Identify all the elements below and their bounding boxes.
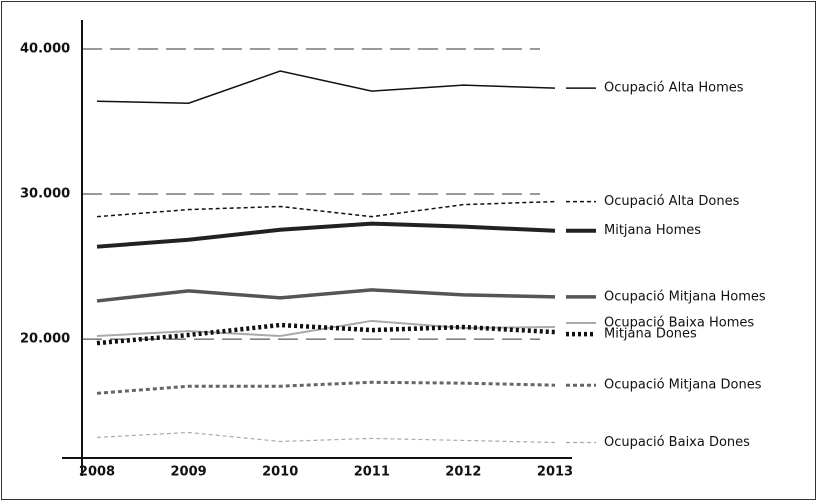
series-line bbox=[96, 380, 556, 395]
x-tick-label: 2008 bbox=[79, 465, 115, 480]
x-tick-label: 2012 bbox=[445, 465, 481, 480]
legend-label: Mitjana Homes bbox=[604, 223, 701, 238]
x-tick-label: 2011 bbox=[354, 465, 390, 480]
legend-label: Ocupació Baixa Dones bbox=[604, 435, 750, 450]
legend-label: Ocupació Alta Homes bbox=[604, 81, 744, 96]
legend-label: Ocupació Baixa Homes bbox=[604, 316, 754, 331]
series-line bbox=[96, 288, 556, 303]
x-tick-label: 2013 bbox=[537, 465, 573, 480]
series-line bbox=[96, 221, 556, 249]
y-tick-label: 20.000 bbox=[20, 332, 70, 347]
legend-label: Ocupació Mitjana Homes bbox=[604, 289, 766, 304]
series-line bbox=[96, 322, 556, 346]
legend-label: Ocupació Alta Dones bbox=[604, 194, 740, 209]
series-line bbox=[96, 431, 556, 444]
legend-label: Ocupació Mitjana Dones bbox=[604, 378, 762, 393]
x-tick-label: 2010 bbox=[262, 465, 298, 480]
series-line bbox=[96, 200, 556, 218]
legend-label: Mitjana Dones bbox=[604, 327, 697, 342]
series-line bbox=[96, 70, 556, 105]
y-tick-label: 30.000 bbox=[20, 187, 70, 202]
x-tick-label: 2009 bbox=[171, 465, 207, 480]
y-tick-label: 40.000 bbox=[20, 42, 70, 57]
